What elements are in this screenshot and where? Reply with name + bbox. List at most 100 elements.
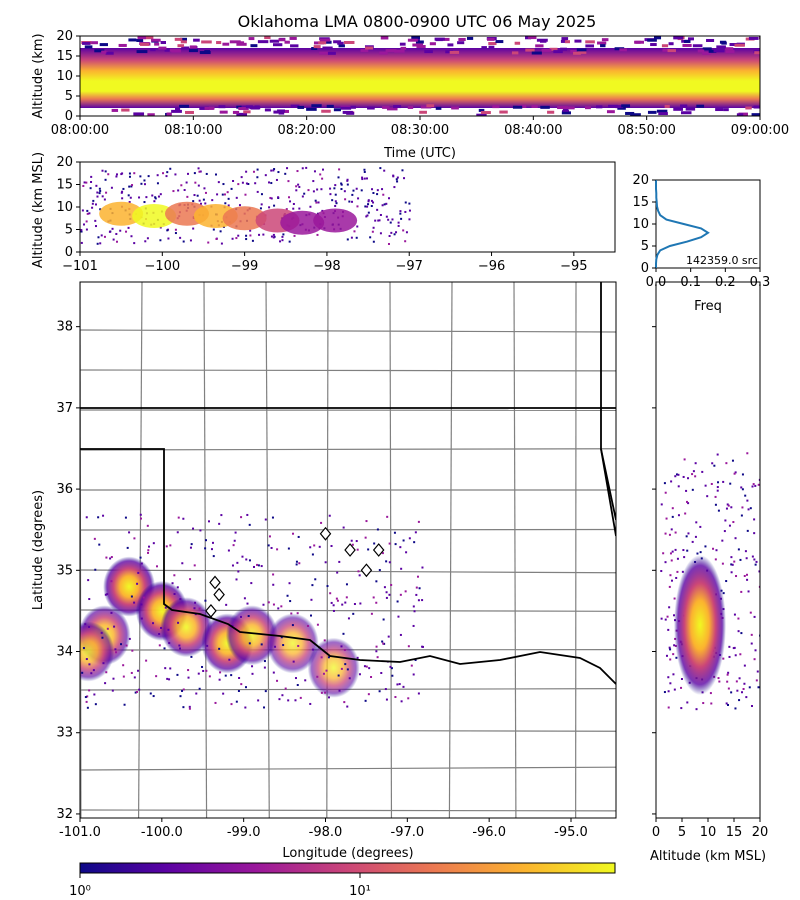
plan-view-speck xyxy=(400,700,403,703)
time-altitude-cell xyxy=(143,36,154,40)
time-altitude-cell xyxy=(635,40,641,44)
lon-altitude-speck xyxy=(397,224,400,227)
plan-view-speck xyxy=(188,707,191,710)
lon-altitude-speck xyxy=(100,234,103,237)
county-line xyxy=(80,329,616,333)
lon-altitude-speck xyxy=(221,193,224,196)
lon-altitude-speck xyxy=(245,182,248,185)
lon-altitude-speck xyxy=(227,204,230,207)
plan-view-speck xyxy=(206,644,209,647)
lon-altitude-speck xyxy=(138,196,141,199)
lon-altitude-speck xyxy=(99,189,102,192)
lon-altitude-speck xyxy=(319,173,322,176)
lon-altitude-speck xyxy=(381,204,384,207)
lon-altitude-speck xyxy=(212,228,215,231)
plan-view-speck xyxy=(224,674,227,677)
plan-view-speck xyxy=(340,645,343,648)
time-altitude-cell xyxy=(564,40,570,44)
plan-view-speck xyxy=(311,553,314,556)
plan-view-speck xyxy=(337,674,340,677)
lon-altitude-speck xyxy=(131,184,134,187)
plan-view-speck xyxy=(189,546,192,549)
altitude-lat-speck xyxy=(692,470,695,473)
lon-altitude-speck xyxy=(316,233,319,236)
altitude-lat-speck xyxy=(680,707,683,710)
altitude-lat-speck xyxy=(738,699,741,702)
plan-view-speck xyxy=(274,645,277,648)
lon-altitude-speck xyxy=(192,200,195,203)
plan-view-speck xyxy=(93,537,96,540)
time-altitude-cell xyxy=(311,46,318,50)
time-altitude-cell xyxy=(245,105,253,109)
altitude-lat-speck xyxy=(669,658,672,661)
plan-view-speck xyxy=(225,603,228,606)
plan-view-speck xyxy=(164,667,167,670)
lon-altitude-speck xyxy=(275,178,278,181)
plan-view-speck xyxy=(237,570,240,573)
plan-view-speck xyxy=(295,563,298,566)
altitude-lat-speck xyxy=(746,452,749,455)
altitude-lat-speck xyxy=(701,470,704,473)
time-altitude-cell xyxy=(751,113,760,116)
altitude-lat-speck xyxy=(755,679,758,682)
lon-altitude-speck xyxy=(204,202,207,205)
plan-view-speck xyxy=(243,597,246,600)
lon-altitude-speck xyxy=(260,193,263,196)
altitude-lat-speck xyxy=(716,486,719,489)
plan-view-speck xyxy=(257,699,260,702)
lon-altitude-speck xyxy=(356,205,359,208)
plan-view-speck xyxy=(330,601,333,604)
time-altitude-cell xyxy=(625,111,635,115)
time-altitude-cell xyxy=(748,36,759,40)
plan-view-speck xyxy=(378,690,381,693)
time-altitude-cell xyxy=(488,42,497,46)
lon-altitude-speck xyxy=(377,219,380,222)
lon-altitude-speck xyxy=(91,206,94,209)
time-altitude-cell xyxy=(264,108,271,112)
altitude-lat-speck xyxy=(706,495,709,498)
time-altitude-cell xyxy=(688,37,694,41)
plan-view-speck xyxy=(296,684,299,687)
lon-altitude-speck xyxy=(128,185,131,188)
lon-altitude-x-tick-label: −96 xyxy=(478,259,505,274)
time-altitude-cell xyxy=(327,51,336,55)
altitude-lat-speck xyxy=(695,708,698,711)
lon-altitude-speck xyxy=(365,177,368,180)
plan-view-speck xyxy=(234,531,237,534)
lon-altitude-speck xyxy=(86,212,89,215)
plan-view-speck xyxy=(365,665,368,668)
plan-view-speck xyxy=(123,703,126,706)
plan-view-speck xyxy=(133,676,136,679)
time-altitude-cell xyxy=(238,107,249,111)
plan-view-speck xyxy=(370,612,373,615)
lon-altitude-speck xyxy=(360,189,363,192)
altitude-lat-speck xyxy=(667,628,670,631)
plan-view-speck xyxy=(113,625,116,628)
altitude-lat-speck xyxy=(687,477,690,480)
lon-altitude-speck xyxy=(367,211,370,214)
lon-altitude-speck xyxy=(402,229,405,232)
plan-view-speck xyxy=(210,548,213,551)
lon-altitude-speck xyxy=(259,207,262,210)
altitude-lat-speck xyxy=(737,548,740,551)
lon-altitude-speck xyxy=(379,213,382,216)
time-altitude-cell xyxy=(617,106,626,110)
plan-view-speck xyxy=(415,586,418,589)
time-altitude-cell xyxy=(380,36,389,40)
time-altitude-cell xyxy=(179,104,190,108)
time-altitude-cell xyxy=(264,36,271,40)
time-altitude-cell xyxy=(219,110,228,114)
altitude-lat-speck xyxy=(743,574,746,577)
lon-altitude-speck xyxy=(82,184,85,187)
plan-view-speck xyxy=(405,551,408,554)
histogram-y-tick-label: 5 xyxy=(641,239,649,254)
lon-altitude-y-tick-label: 10 xyxy=(56,200,73,215)
plan-view-speck xyxy=(318,545,321,548)
plan-view-cell xyxy=(307,637,360,698)
altitude-lat-speck xyxy=(753,532,756,535)
lon-altitude-speck xyxy=(372,191,375,194)
colorbar: 10⁰ 10¹ xyxy=(69,862,616,899)
altitude-lat-speck xyxy=(758,585,760,588)
plan-view-speck xyxy=(250,582,253,585)
